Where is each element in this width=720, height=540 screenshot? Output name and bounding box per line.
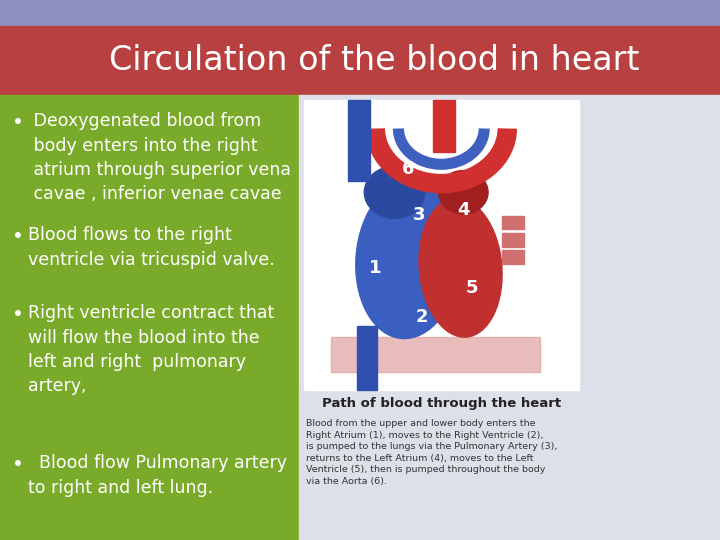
Text: Blood flows to the right
ventricle via tricuspid valve.: Blood flows to the right ventricle via t…	[28, 226, 275, 269]
Text: Blood flow Pulmonary artery
to right and left lung.: Blood flow Pulmonary artery to right and…	[28, 455, 287, 497]
Text: 6: 6	[402, 160, 415, 178]
Text: Deoxygenated blood from
 body enters into the right
 atrium through superior ven: Deoxygenated blood from body enters into…	[28, 112, 291, 204]
Bar	[331, 338, 540, 372]
Bar	[502, 215, 523, 230]
Text: 5: 5	[465, 279, 478, 297]
Ellipse shape	[419, 198, 502, 337]
Text: •: •	[12, 455, 24, 474]
Ellipse shape	[364, 166, 425, 218]
Bar	[299, 94, 720, 540]
Bar	[348, 99, 370, 181]
Text: Circulation of the blood in heart: Circulation of the blood in heart	[109, 44, 639, 77]
Text: •: •	[12, 226, 24, 246]
Bar	[0, 26, 720, 94]
Bar	[304, 99, 579, 389]
Text: 2: 2	[416, 308, 428, 326]
Ellipse shape	[438, 171, 488, 214]
Text: Path of blood through the heart: Path of blood through the heart	[322, 397, 561, 410]
Text: •: •	[12, 112, 24, 132]
Text: 1: 1	[369, 259, 382, 276]
Ellipse shape	[356, 179, 461, 339]
Text: Blood from the upper and lower body enters the
Right Atrium (1), moves to the Ri: Blood from the upper and lower body ente…	[306, 420, 557, 486]
Bar	[502, 233, 523, 247]
Bar	[0, 94, 299, 540]
Bar	[0, 0, 720, 26]
Bar	[502, 251, 523, 264]
Text: 4: 4	[457, 201, 469, 219]
Text: Right ventricle contract that
will flow the blood into the
left and right  pulmo: Right ventricle contract that will flow …	[28, 305, 274, 395]
Text: 3: 3	[413, 206, 426, 225]
Text: •: •	[12, 305, 24, 323]
Bar	[433, 99, 455, 152]
Bar	[357, 326, 377, 389]
